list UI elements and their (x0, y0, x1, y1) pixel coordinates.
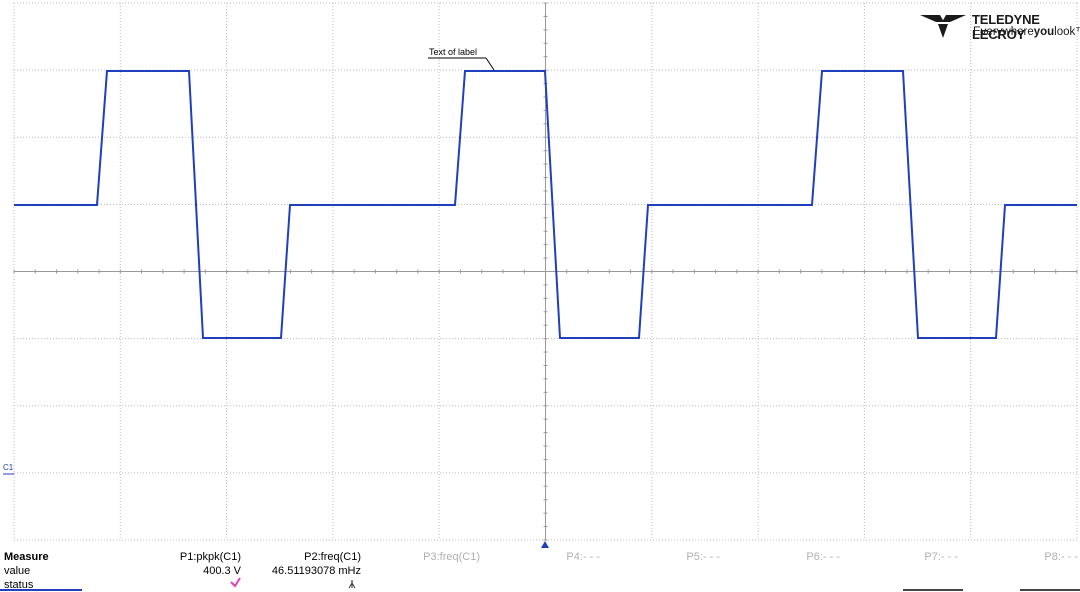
status-bar (0, 589, 82, 591)
status-check (230, 577, 241, 588)
tagline-part: you (1033, 26, 1055, 38)
logo-tagline: Everywhereyoulook™ (973, 26, 1080, 38)
measure-cell: P7:- - - (924, 551, 958, 563)
measure-cell: P5:- - - (686, 551, 720, 563)
measure-cell: value (4, 565, 31, 577)
measure-cell: Measure (4, 551, 49, 563)
trigger-marker (541, 541, 549, 548)
logo-icon (920, 15, 966, 38)
measure-cell: P4:- - - (566, 551, 600, 563)
measure-cell: P6:- - - (806, 551, 840, 563)
trace-label: Text of label (429, 47, 477, 57)
measure-cell: 46.51193078 mHz (271, 565, 361, 577)
measure-cell: P1:pkpk(C1) (179, 551, 241, 563)
tagline-part: look™ (1054, 26, 1080, 38)
status-bar (1020, 589, 1080, 591)
label-leader (485, 57, 495, 71)
status-icon (348, 580, 356, 589)
grid (13, 2, 1078, 541)
logo-brand: TELEDYNE LECROY (972, 12, 1040, 42)
measure-cell: P2:freq(C1) (304, 551, 361, 563)
measure-cell: status (4, 579, 34, 591)
measure-cell: 400.3 V (203, 565, 241, 577)
measure-cell: P8:- - - (1044, 551, 1078, 563)
status-bar (903, 589, 963, 591)
trace-c1 (14, 70, 1077, 339)
tagline-part: Everywhere (973, 26, 1034, 38)
channel-marker: C1 (3, 463, 14, 472)
measure-cell: P3:freq(C1) (423, 551, 480, 563)
